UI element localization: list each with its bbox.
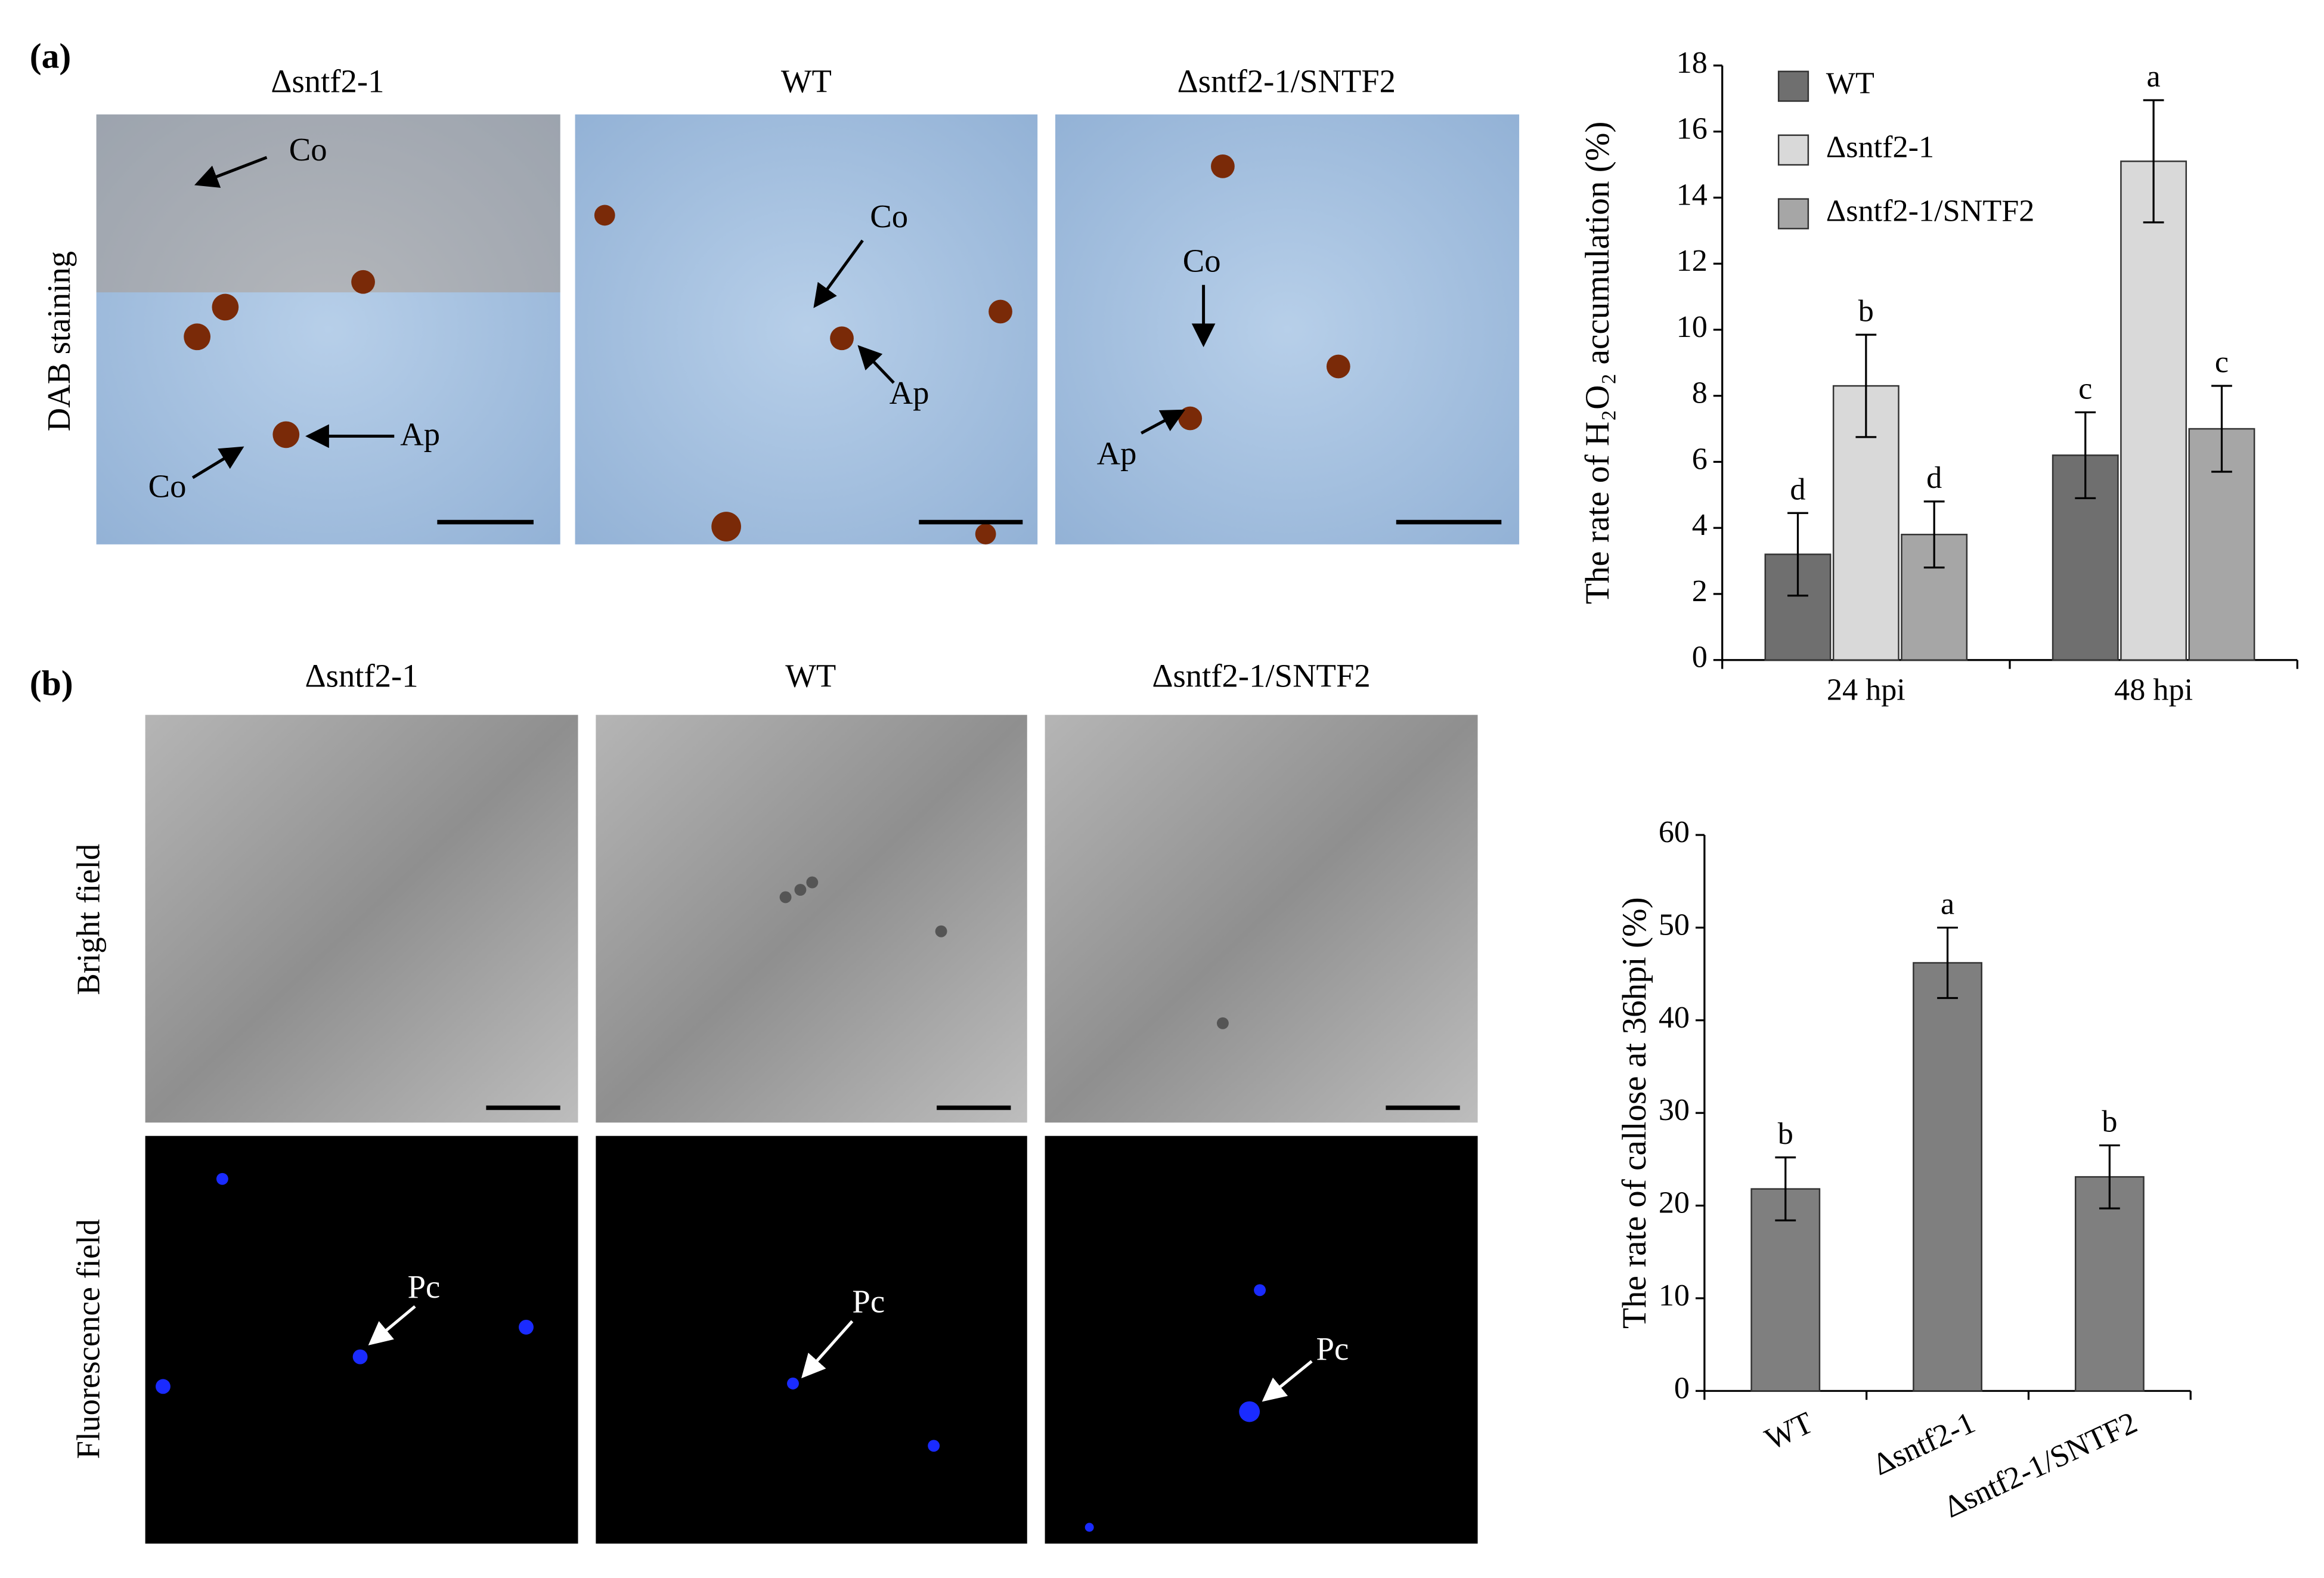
significance-letter: a	[1941, 887, 1954, 921]
y-tick-label: 8	[1692, 376, 1708, 410]
y-tick-label: 10	[1677, 310, 1708, 344]
y-tick-label: 16	[1677, 112, 1708, 146]
column-title: Δsntf2-1	[271, 63, 384, 100]
y-axis-title: The rate of callose at 36hpi (%)	[1616, 897, 1653, 1329]
x-tick-label: 48 hpi	[2114, 672, 2193, 707]
column-title: Δsntf2-1/SNTF2	[1178, 63, 1396, 100]
significance-letter: c	[2215, 345, 2229, 379]
row-label: DAB staining	[41, 251, 77, 431]
y-tick-label: 40	[1659, 1000, 1690, 1035]
significance-letter: b	[2102, 1104, 2117, 1139]
column-title: Δsntf2-1/SNTF2	[1152, 658, 1370, 694]
arrow-label: Ap	[890, 375, 929, 411]
arrow-label: Ap	[400, 416, 440, 452]
y-tick-label: 30	[1659, 1093, 1690, 1127]
arrow-label: Pc	[1316, 1331, 1349, 1367]
row-label: Fluorescence field	[70, 1219, 107, 1459]
significance-letter: a	[2147, 59, 2161, 94]
arrow-label: Co	[1183, 243, 1221, 279]
significance-letter: d	[1790, 472, 1805, 506]
y-tick-label: 0	[1692, 640, 1708, 674]
y-tick-label: 6	[1692, 441, 1708, 476]
arrow-label: Co	[870, 198, 908, 234]
bar	[2120, 160, 2187, 661]
row-label: Bright field	[70, 844, 107, 995]
bar	[1913, 962, 1982, 1392]
legend-label: WT	[1826, 66, 1874, 101]
y-tick-label: 12	[1677, 243, 1708, 278]
y-tick-label: 0	[1674, 1370, 1690, 1405]
dab-images	[96, 114, 1520, 544]
y-tick-label: 14	[1677, 177, 1708, 212]
arrows	[191, 156, 1216, 479]
significance-letter: d	[1926, 460, 1942, 495]
y-tick-label: 60	[1659, 815, 1690, 849]
x-tick-label: 24 hpi	[1827, 672, 1905, 707]
arrow-label: Co	[289, 131, 327, 168]
column-title: WT	[785, 658, 836, 694]
column-title: Δsntf2-1	[305, 658, 419, 694]
arrow-label: Co	[148, 468, 187, 504]
y-tick-label: 10	[1659, 1278, 1690, 1313]
arrow-label: Ap	[1097, 435, 1137, 472]
legend-swatch	[1777, 70, 1809, 102]
micro-images	[145, 714, 1478, 1544]
y-tick-label: 18	[1677, 45, 1708, 80]
significance-letter: b	[1858, 293, 1874, 328]
bar	[1750, 1188, 1821, 1392]
y-tick-label: 50	[1659, 907, 1690, 942]
x-tick-label: Δsntf2-1	[1868, 1405, 1981, 1482]
y-axis-title: The rate of H₂O₂ accumulation (%)	[1579, 122, 1616, 605]
significance-letter: b	[1778, 1116, 1793, 1151]
significance-letter: c	[2078, 372, 2092, 406]
legend-swatch	[1777, 134, 1809, 166]
y-tick-label: 2	[1692, 574, 1708, 608]
column-title: WT	[781, 63, 832, 100]
x-tick-label: WT	[1760, 1405, 1818, 1457]
legend-label: Δsntf2-1/SNTF2	[1826, 193, 2035, 228]
panel-label: (b)	[30, 663, 73, 703]
legend-label: Δsntf2-1	[1826, 130, 1934, 165]
arrows-white	[368, 1305, 1313, 1402]
y-tick-label: 20	[1659, 1186, 1690, 1220]
arrow-label: Pc	[852, 1283, 885, 1320]
y-tick-label: 4	[1692, 508, 1708, 542]
legend-swatch	[1777, 198, 1809, 230]
bar	[2074, 1176, 2145, 1392]
panel-label: (a)	[30, 36, 72, 76]
arrow-label: Pc	[408, 1268, 441, 1305]
